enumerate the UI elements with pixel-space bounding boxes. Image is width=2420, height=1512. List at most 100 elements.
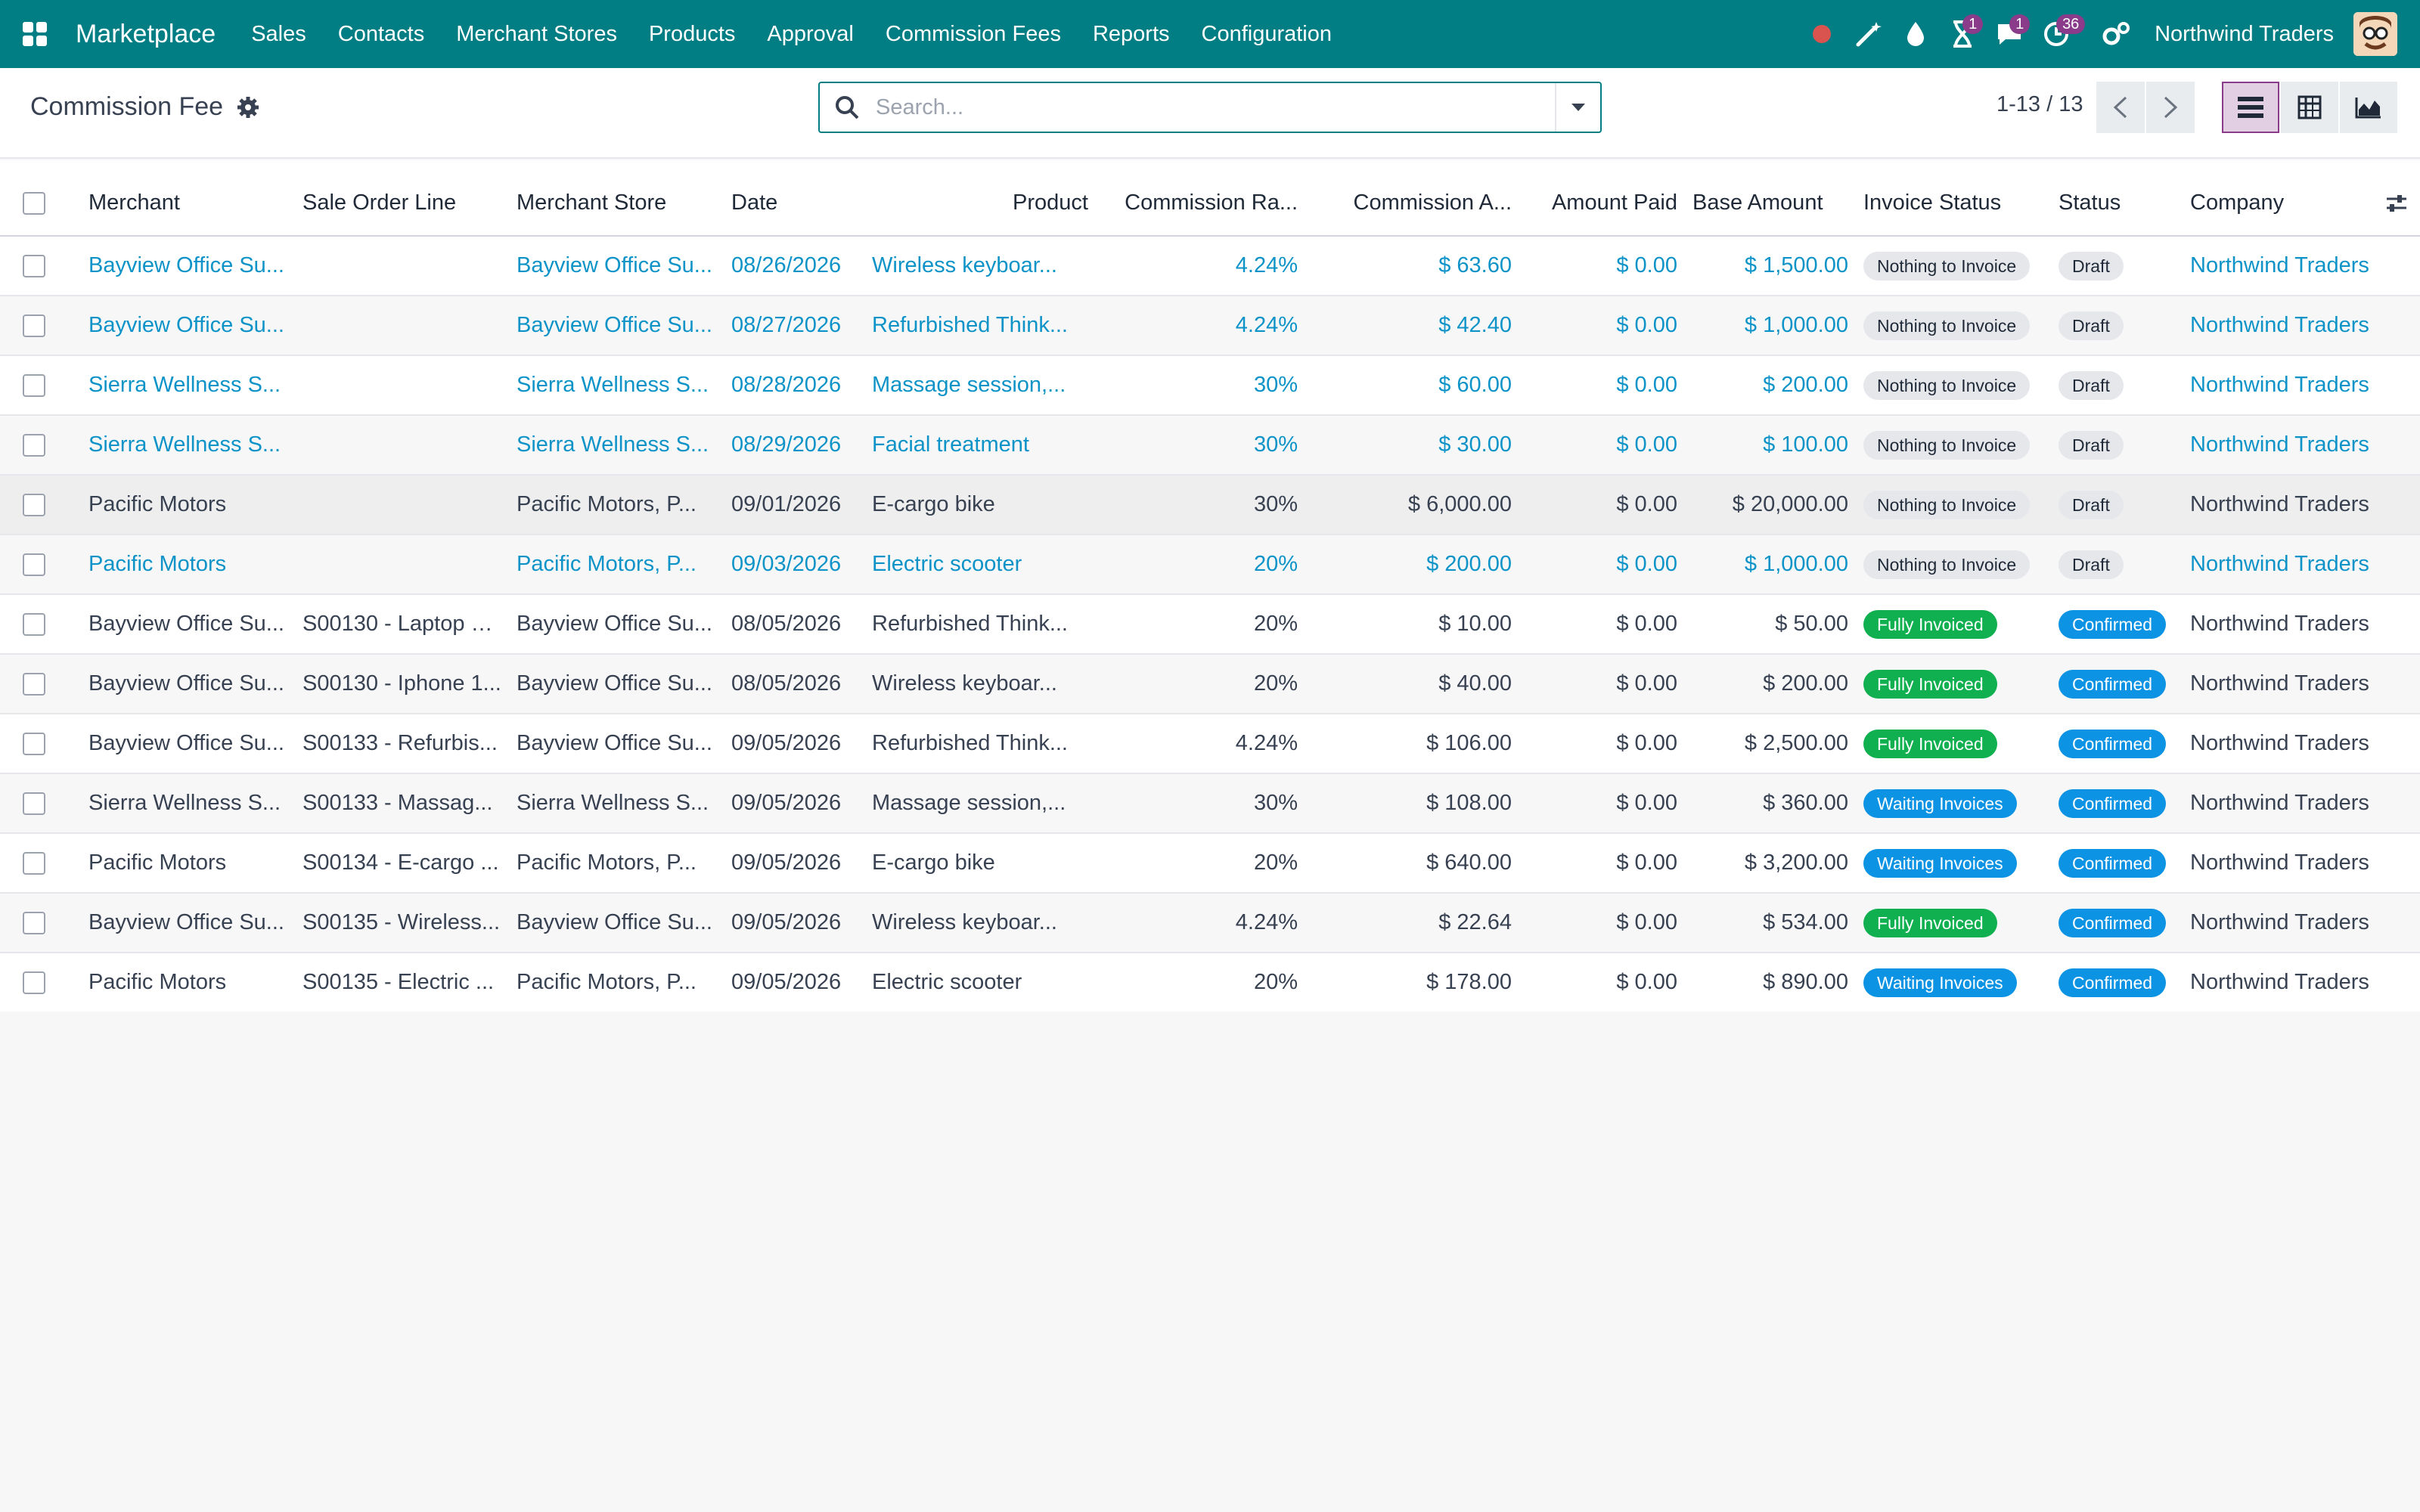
- row-checkbox[interactable]: [23, 494, 45, 517]
- cell-merchant-store[interactable]: Bayview Office Su...: [509, 236, 724, 296]
- menu-commission-fees[interactable]: Commission Fees: [885, 21, 1061, 46]
- column-header-status[interactable]: Invoice Status: [1856, 160, 2051, 237]
- cell-merchant[interactable]: Bayview Office Su...: [81, 236, 295, 296]
- cell-commission-rate[interactable]: 20%: [1096, 534, 1305, 595]
- table-row[interactable]: Bayview Office Su... S00133 - Refurbis...…: [0, 714, 2420, 774]
- graph-view-button[interactable]: [2340, 82, 2397, 133]
- magic-wand-icon[interactable]: [1851, 16, 1887, 52]
- list-view-button[interactable]: [2222, 82, 2279, 133]
- table-row[interactable]: Bayview Office Su... S00135 - Wireless...…: [0, 893, 2420, 953]
- cell-base-amount[interactable]: $ 1,000.00: [1685, 534, 1856, 595]
- menu-approval[interactable]: Approval: [767, 21, 854, 46]
- cell-company[interactable]: Northwind Traders: [2183, 296, 2420, 356]
- select-all-checkbox[interactable]: [23, 192, 45, 215]
- cell-merchant-store[interactable]: Pacific Motors, P...: [509, 534, 724, 595]
- search-input[interactable]: [876, 94, 1526, 120]
- clock-icon[interactable]: 36: [2038, 14, 2086, 52]
- cell-merchant-store[interactable]: Sierra Wellness S...: [509, 355, 724, 416]
- table-row[interactable]: Bayview Office Su... S00130 - Laptop D...…: [0, 594, 2420, 655]
- cell-merchant-store[interactable]: Bayview Office Su...: [509, 296, 724, 356]
- optional-columns-toggle[interactable]: [2381, 193, 2412, 214]
- cell-base-amount[interactable]: $ 1,500.00: [1685, 236, 1856, 296]
- cell-date[interactable]: 08/29/2026: [724, 415, 864, 476]
- cell-merchant[interactable]: Bayview Office Su...: [81, 296, 295, 356]
- row-checkbox[interactable]: [23, 852, 45, 875]
- cell-date[interactable]: 09/03/2026: [724, 534, 864, 595]
- row-checkbox[interactable]: [23, 314, 45, 338]
- cell-commission-amount[interactable]: $ 60.00: [1305, 355, 1519, 416]
- gear-icon[interactable]: [237, 96, 259, 119]
- cell-product[interactable]: Massage session,...: [864, 355, 1096, 416]
- cell-product[interactable]: Refurbished Think...: [864, 296, 1096, 356]
- cell-commission-amount[interactable]: $ 30.00: [1305, 415, 1519, 476]
- pager-previous-button[interactable]: [2096, 82, 2145, 133]
- column-header-amount-paid[interactable]: Commission A...: [1305, 160, 1519, 237]
- column-header-invoice-status[interactable]: Base Amount: [1685, 160, 1856, 237]
- droplet-icon[interactable]: [1897, 16, 1934, 52]
- cell-sale-order-line[interactable]: [295, 296, 509, 356]
- cell-sale-order-line[interactable]: [295, 415, 509, 476]
- cell-company[interactable]: Northwind Traders: [2183, 534, 2420, 595]
- column-header-base-amount[interactable]: Amount Paid: [1519, 160, 1685, 237]
- table-row[interactable]: Pacific Motors S00135 - Electric ... Pacif…: [0, 953, 2420, 1013]
- table-row[interactable]: Sierra Wellness S... S00133 - Massag... Si…: [0, 773, 2420, 834]
- cell-amount-paid[interactable]: $ 0.00: [1519, 415, 1685, 476]
- column-header-commission-amount[interactable]: Commission Ra...: [1096, 160, 1305, 237]
- cell-commission-rate[interactable]: 4.24%: [1096, 236, 1305, 296]
- cell-sale-order-line[interactable]: [295, 534, 509, 595]
- cell-amount-paid[interactable]: $ 0.00: [1519, 534, 1685, 595]
- column-header-company[interactable]: Status: [2051, 160, 2183, 237]
- table-row[interactable]: Bayview Office Su... Bayview Office Su...…: [0, 236, 2420, 296]
- cell-date[interactable]: 08/28/2026: [724, 355, 864, 416]
- row-checkbox[interactable]: [23, 673, 45, 696]
- cell-commission-rate[interactable]: 30%: [1096, 355, 1305, 416]
- cell-company[interactable]: Northwind Traders: [2183, 355, 2420, 416]
- row-checkbox[interactable]: [23, 613, 45, 637]
- column-header-sale-order-line[interactable]: Sale Order Line: [295, 160, 509, 237]
- cell-merchant-store[interactable]: Sierra Wellness S...: [509, 415, 724, 476]
- table-row[interactable]: Pacific Motors S00134 - E-cargo ... Pacifi…: [0, 833, 2420, 894]
- cell-base-amount[interactable]: $ 1,000.00: [1685, 296, 1856, 356]
- cell-amount-paid[interactable]: $ 0.00: [1519, 236, 1685, 296]
- cell-product[interactable]: Facial treatment: [864, 415, 1096, 476]
- cell-sale-order-line[interactable]: [295, 355, 509, 416]
- cell-sale-order-line[interactable]: [295, 236, 509, 296]
- cell-date[interactable]: 08/27/2026: [724, 296, 864, 356]
- cell-product[interactable]: Wireless keyboar...: [864, 236, 1096, 296]
- menu-reports[interactable]: Reports: [1092, 21, 1170, 46]
- cell-date[interactable]: 08/26/2026: [724, 236, 864, 296]
- menu-products[interactable]: Products: [648, 21, 736, 46]
- row-checkbox[interactable]: [23, 971, 45, 995]
- cell-commission-amount[interactable]: $ 63.60: [1305, 236, 1519, 296]
- cell-company[interactable]: Northwind Traders: [2183, 236, 2420, 296]
- hourglass-icon[interactable]: 1: [1944, 14, 1984, 52]
- row-checkbox[interactable]: [23, 434, 45, 457]
- menu-merchant-stores[interactable]: Merchant Stores: [456, 21, 617, 46]
- row-checkbox[interactable]: [23, 792, 45, 816]
- menu-configuration[interactable]: Configuration: [1201, 21, 1333, 46]
- cell-commission-rate[interactable]: 4.24%: [1096, 296, 1305, 356]
- pager-value[interactable]: 1-13 / 13: [1996, 92, 2083, 116]
- pager-next-button[interactable]: [2146, 82, 2195, 133]
- table-row[interactable]: Pacific Motors Pacific Motors, P... 09/03/…: [0, 534, 2420, 595]
- row-checkbox[interactable]: [23, 733, 45, 756]
- row-checkbox[interactable]: [23, 912, 45, 935]
- cell-commission-amount[interactable]: $ 42.40: [1305, 296, 1519, 356]
- row-checkbox[interactable]: [23, 255, 45, 278]
- column-header-date[interactable]: Date: [724, 160, 864, 237]
- chat-icon[interactable]: 1: [1991, 14, 2031, 52]
- column-header-merchant[interactable]: Merchant: [81, 160, 295, 237]
- cell-merchant[interactable]: Sierra Wellness S...: [81, 415, 295, 476]
- cell-base-amount[interactable]: $ 100.00: [1685, 415, 1856, 476]
- recording-dot-icon[interactable]: [1804, 16, 1840, 52]
- pivot-view-button[interactable]: [2281, 82, 2338, 133]
- settings-gears-icon[interactable]: [2098, 16, 2134, 52]
- company-switcher[interactable]: Northwind Traders: [2155, 21, 2334, 46]
- cell-merchant[interactable]: Sierra Wellness S...: [81, 355, 295, 416]
- column-header-company-extra[interactable]: Company: [2183, 160, 2373, 237]
- cell-commission-rate[interactable]: 30%: [1096, 415, 1305, 476]
- cell-base-amount[interactable]: $ 200.00: [1685, 355, 1856, 416]
- table-row[interactable]: Sierra Wellness S... Sierra Wellness S...…: [0, 355, 2420, 416]
- apps-grid-icon[interactable]: [18, 17, 51, 51]
- cell-merchant[interactable]: Pacific Motors: [81, 534, 295, 595]
